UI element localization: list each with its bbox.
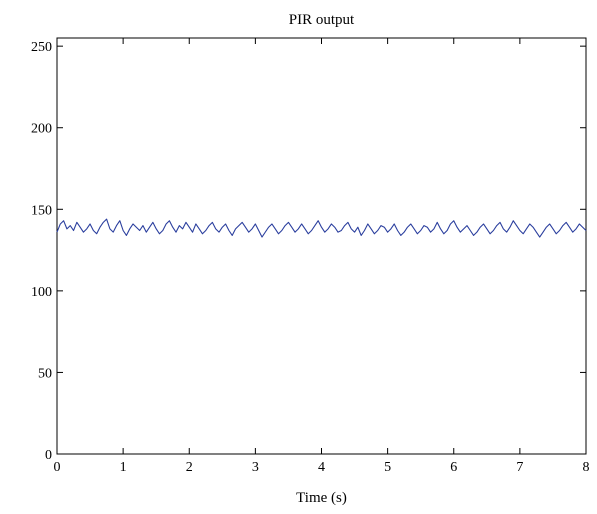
y-tick-label: 150: [31, 203, 52, 218]
x-tick-label: 8: [583, 460, 590, 475]
x-tick-label: 1: [120, 460, 127, 475]
y-tick-label: 0: [45, 448, 52, 463]
x-tick-labels: 0 1 2 3 4 5 6 7 8: [54, 460, 590, 475]
x-axis-label: Time (s): [296, 490, 347, 506]
x-tick-label: 4: [318, 460, 325, 475]
y-tick-label: 250: [31, 40, 52, 55]
y-tick-labels: 0 50 100 150 200 250: [31, 40, 52, 463]
x-tick-label: 0: [54, 460, 61, 475]
y-tick-label: 100: [31, 285, 52, 300]
x-tick-label: 6: [450, 460, 457, 475]
x-tick-label: 2: [186, 460, 193, 475]
x-tick-label: 5: [384, 460, 391, 475]
x-tick-label: 3: [252, 460, 259, 475]
x-tick-label: 7: [516, 460, 523, 475]
y-tick-label: 50: [38, 366, 52, 381]
series-line-pir-output: [56, 218, 587, 238]
y-tick-label: 200: [31, 122, 52, 137]
chart-title: PIR output: [289, 12, 355, 28]
plot-frame: [56, 37, 587, 455]
axis-ticks: [56, 38, 587, 455]
